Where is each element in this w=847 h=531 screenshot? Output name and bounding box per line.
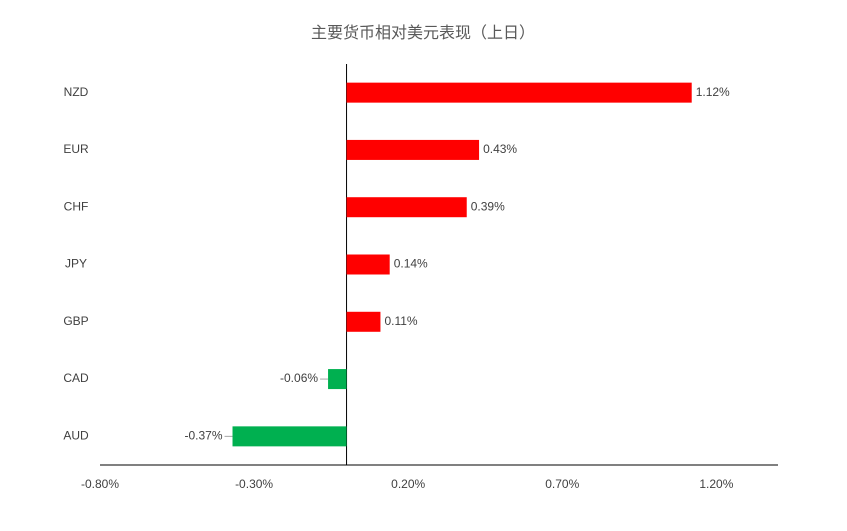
bar [346, 139, 480, 160]
y-tick-label: EUR [63, 142, 89, 156]
data-label: 1.12% [696, 85, 730, 99]
bar [346, 254, 390, 275]
y-tick-label: JPY [65, 257, 87, 271]
y-tick-label: CAD [63, 371, 89, 385]
bar [346, 82, 692, 103]
data-label: 0.43% [483, 142, 517, 156]
x-tick-label: -0.80% [81, 477, 119, 491]
bar [346, 197, 467, 218]
x-tick-label: 0.20% [391, 477, 425, 491]
y-tick-label: CHF [64, 199, 89, 213]
chart-title: 主要货币相对美元表现（上日） [311, 24, 535, 42]
data-label: 0.11% [384, 314, 417, 328]
data-label: 0.14% [394, 257, 428, 271]
y-tick-label: AUD [63, 429, 89, 443]
x-tick-label: 1.20% [699, 477, 733, 491]
bar [232, 426, 347, 447]
data-label: 0.39% [471, 199, 505, 213]
bar [346, 311, 381, 332]
data-label: -0.37% [184, 429, 222, 443]
y-tick-label: GBP [63, 314, 88, 328]
y-tick-label: NZD [64, 85, 89, 99]
x-tick-label: 0.70% [545, 477, 579, 491]
bar [328, 369, 347, 390]
data-label: -0.06% [280, 371, 318, 385]
x-tick-label: -0.30% [235, 477, 273, 491]
